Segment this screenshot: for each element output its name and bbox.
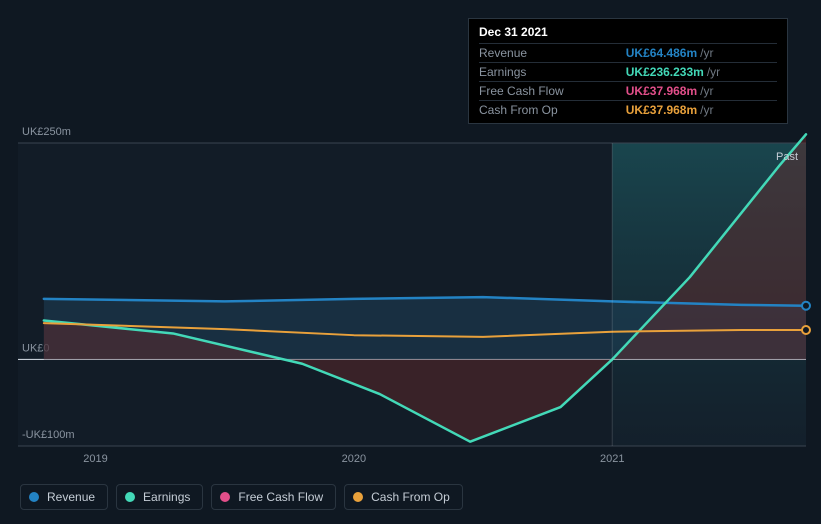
tooltip-table: RevenueUK£64.486m/yrEarningsUK£236.233m/…: [479, 43, 777, 119]
svg-text:UK£250m: UK£250m: [22, 126, 71, 138]
legend-item-op[interactable]: Cash From Op: [344, 484, 463, 510]
tooltip-row-label: Free Cash Flow: [479, 82, 606, 101]
legend-item-earnings[interactable]: Earnings: [116, 484, 203, 510]
svg-text:2020: 2020: [342, 453, 366, 465]
earnings-color-dot: [125, 492, 135, 502]
legend-item-label: Revenue: [47, 490, 95, 504]
chart-tooltip: Dec 31 2021 RevenueUK£64.486m/yrEarnings…: [468, 18, 788, 124]
legend-item-label: Free Cash Flow: [238, 490, 323, 504]
tooltip-row-label: Earnings: [479, 63, 606, 82]
past-label: Past: [776, 151, 798, 163]
legend-item-label: Cash From Op: [371, 490, 450, 504]
tooltip-row: RevenueUK£64.486m/yr: [479, 44, 777, 63]
svg-text:2021: 2021: [600, 453, 624, 465]
tooltip-row: EarningsUK£236.233m/yr: [479, 63, 777, 82]
tooltip-row: Free Cash FlowUK£37.968m/yr: [479, 82, 777, 101]
tooltip-date: Dec 31 2021: [479, 25, 777, 39]
tooltip-row-value: UK£236.233m/yr: [606, 63, 777, 82]
svg-text:-UK£100m: -UK£100m: [22, 429, 75, 441]
tooltip-row-value: UK£37.968m/yr: [606, 101, 777, 120]
legend-item-revenue[interactable]: Revenue: [20, 484, 108, 510]
op-color-dot: [353, 492, 363, 502]
fcf-color-dot: [220, 492, 230, 502]
tooltip-row-label: Cash From Op: [479, 101, 606, 120]
legend-item-label: Earnings: [143, 490, 190, 504]
tooltip-row-value: UK£37.968m/yr: [606, 82, 777, 101]
revenue-color-dot: [29, 492, 39, 502]
chart-legend: Revenue Earnings Free Cash Flow Cash From O…: [20, 484, 463, 510]
legend-item-fcf[interactable]: Free Cash Flow: [211, 484, 336, 510]
tooltip-row-value: UK£64.486m/yr: [606, 44, 777, 63]
tooltip-row-label: Revenue: [479, 44, 606, 63]
svg-text:2019: 2019: [83, 453, 107, 465]
tooltip-row: Cash From OpUK£37.968m/yr: [479, 101, 777, 120]
financials-chart: UK£250mUK£0-UK£100m201920202021 Dec 31 2…: [0, 0, 821, 524]
